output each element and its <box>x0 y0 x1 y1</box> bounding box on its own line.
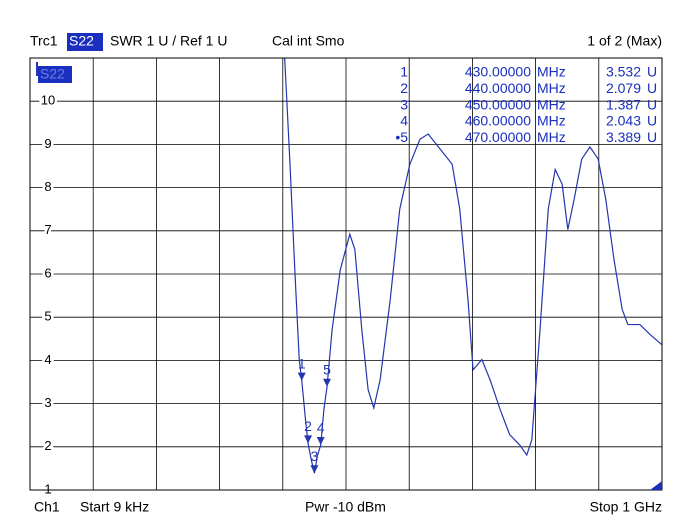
y-tick-label: 9 <box>44 136 51 151</box>
marker-response: 2.043 <box>606 113 641 129</box>
marker-label: 4 <box>317 420 325 436</box>
power: Pwr -10 dBm <box>305 499 386 515</box>
marker-response: 2.079 <box>606 80 641 96</box>
marker-number: 1 <box>400 64 408 80</box>
marker-response-unit: U <box>647 64 657 80</box>
legend-entry: S22 <box>40 66 65 82</box>
page-indicator: 1 of 2 (Max) <box>587 33 662 49</box>
trace-param: S22 <box>69 33 94 49</box>
y-tick-label: 10 <box>41 93 55 108</box>
marker-label: 2 <box>304 418 312 434</box>
marker-stimulus: 470.00000 <box>465 129 531 145</box>
marker-response: 1.387 <box>606 96 641 112</box>
trace-line <box>284 57 663 474</box>
trace-box <box>38 66 72 83</box>
marker <box>297 372 306 381</box>
y-tick-label: 4 <box>44 352 51 367</box>
marker-label: 5 <box>323 361 331 377</box>
marker-response-unit: U <box>647 129 657 145</box>
marker-stimulus-unit: MHz <box>537 96 566 112</box>
marker-stimulus: 430.00000 <box>465 64 531 80</box>
start-freq: Start 9 kHz <box>80 499 149 515</box>
marker-stimulus-unit: MHz <box>537 129 566 145</box>
marker <box>304 435 313 444</box>
marker-stimulus: 450.00000 <box>465 96 531 112</box>
marker-number: 3 <box>400 96 408 112</box>
marker-stimulus-unit: MHz <box>537 113 566 129</box>
y-tick-label: 8 <box>44 179 51 194</box>
channel: Ch1 <box>34 499 60 515</box>
marker-stimulus: 460.00000 <box>465 113 531 129</box>
marker-label: 1 <box>298 355 306 371</box>
plot-frame <box>29 57 663 491</box>
y-tick-label: 2 <box>44 438 51 453</box>
y-tick-label: 3 <box>44 395 51 410</box>
trace-format: SWR 1 U / Ref 1 U <box>110 33 227 49</box>
y-tick-label: 6 <box>44 265 51 280</box>
y-tick-label: 5 <box>44 309 51 324</box>
marker <box>323 378 332 387</box>
marker-stimulus-unit: MHz <box>537 80 566 96</box>
marker-number: •5 <box>395 129 408 145</box>
marker-number: 4 <box>400 113 408 129</box>
param-highlight <box>67 33 103 51</box>
stop-indicator <box>650 481 662 490</box>
trace-name: Trc1 <box>30 33 58 49</box>
marker-response: 3.389 <box>606 129 641 145</box>
cal-status: Cal int Smo <box>272 33 345 49</box>
y-tick-label: 1 <box>44 481 51 496</box>
marker-number: 2 <box>400 80 408 96</box>
marker-stimulus: 440.00000 <box>465 80 531 96</box>
marker <box>316 436 325 445</box>
y-tick-label: 7 <box>44 222 51 237</box>
marker-stimulus-unit: MHz <box>537 64 566 80</box>
marker-response-unit: U <box>647 80 657 96</box>
marker-response-unit: U <box>647 96 657 112</box>
marker-response: 3.532 <box>606 64 641 80</box>
marker <box>310 465 319 474</box>
marker-response-unit: U <box>647 113 657 129</box>
marker-label: 3 <box>310 448 318 464</box>
stop-freq: Stop 1 GHz <box>590 499 662 515</box>
